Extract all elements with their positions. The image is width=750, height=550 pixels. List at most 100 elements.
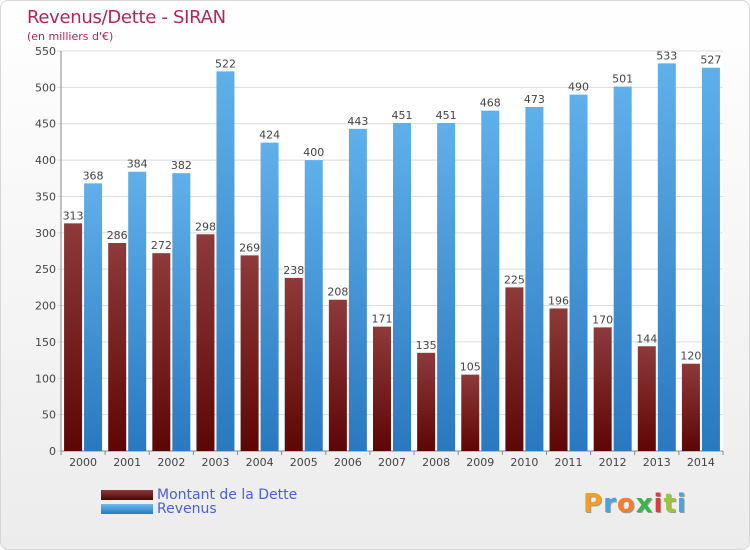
data-label: 384 — [127, 158, 148, 171]
y-tick-label: 550 — [35, 45, 56, 58]
x-tick-label: 2005 — [290, 456, 318, 469]
legend-label-revenus: Revenus — [157, 501, 217, 517]
x-tick-label: 2004 — [246, 456, 274, 469]
y-tick-label: 0 — [49, 445, 56, 458]
bar-dette — [373, 326, 391, 451]
legend-swatch-revenus — [101, 504, 153, 514]
bar-revenus — [481, 110, 500, 452]
data-label: 522 — [215, 57, 236, 70]
data-label: 527 — [700, 54, 721, 67]
data-label: 533 — [656, 49, 677, 62]
bar-dette — [240, 255, 259, 451]
bar-dette — [549, 308, 568, 451]
data-label: 501 — [612, 73, 633, 86]
data-label: 400 — [303, 146, 324, 159]
y-tick-label: 150 — [35, 336, 56, 349]
bar-revenus — [348, 128, 367, 451]
bar-revenus — [657, 63, 676, 451]
data-label: 269 — [239, 241, 260, 254]
x-tick-label: 2008 — [422, 456, 450, 469]
legend-label-dette: Montant de la Dette — [157, 487, 298, 503]
data-label: 286 — [107, 229, 128, 242]
logo-letter: x — [635, 489, 654, 519]
bar-dette — [328, 299, 347, 451]
data-label: 382 — [171, 159, 192, 172]
data-label: 443 — [347, 115, 368, 128]
data-label: 451 — [392, 109, 413, 122]
bar-revenus — [569, 94, 588, 452]
y-tick-label: 400 — [35, 154, 56, 167]
logo-letter: i — [676, 489, 687, 519]
y-tick-label: 100 — [35, 372, 56, 385]
logo-letter: i — [653, 489, 664, 519]
chart-subtitle: (en milliers d'€) — [27, 30, 114, 43]
x-tick-label: 2003 — [201, 456, 229, 469]
data-label: 208 — [327, 286, 348, 299]
data-label: 171 — [372, 313, 393, 326]
bar-revenus — [304, 160, 323, 451]
bars — [64, 63, 720, 452]
data-label: 196 — [548, 294, 569, 307]
legend: Montant de la Dette Revenus — [101, 487, 298, 517]
bar-dette — [196, 234, 215, 451]
data-label: 105 — [460, 361, 481, 374]
bar-dette — [152, 253, 171, 451]
x-tick-label: 2000 — [69, 456, 97, 469]
data-label: 238 — [283, 264, 304, 277]
y-tick-label: 200 — [35, 300, 56, 313]
bar-dette — [593, 327, 612, 451]
x-tick-label: 2007 — [378, 456, 406, 469]
bar-dette — [681, 363, 700, 451]
data-label: 298 — [195, 220, 216, 233]
chart-title: Revenus/Dette - SIRAN — [27, 7, 226, 28]
data-label: 473 — [524, 93, 545, 106]
x-tick-label: 2011 — [555, 456, 583, 469]
y-tick-label: 500 — [35, 81, 56, 94]
data-label: 451 — [436, 109, 457, 122]
logo-letter: r — [603, 489, 617, 519]
data-label: 424 — [259, 129, 280, 142]
legend-item-dette: Montant de la Dette — [101, 487, 298, 503]
bar-revenus — [393, 123, 411, 451]
bar-revenus — [128, 171, 147, 451]
data-label: 468 — [480, 97, 501, 110]
data-label: 272 — [151, 239, 172, 252]
logo-letter: o — [616, 489, 636, 519]
plot-area — [61, 51, 723, 451]
bar-dette — [461, 374, 480, 451]
x-tick-label: 2002 — [157, 456, 185, 469]
bar-dette — [284, 277, 303, 451]
bar-dette — [637, 346, 656, 451]
bar-revenus — [613, 86, 632, 452]
bar-dette — [417, 352, 436, 451]
proxiti-logo: Proxiti — [583, 489, 687, 519]
bar-revenus — [525, 107, 544, 451]
bar-dette — [505, 287, 524, 451]
legend-item-revenus: Revenus — [101, 501, 297, 517]
logo-letter: t — [663, 489, 677, 519]
bar-dette — [64, 223, 83, 451]
x-tick-label: 2010 — [510, 456, 538, 469]
data-label: 170 — [592, 313, 613, 326]
y-tick-label: 250 — [35, 263, 56, 276]
data-label: 313 — [63, 209, 84, 222]
y-tick-label: 350 — [35, 190, 56, 203]
data-label: 120 — [680, 350, 701, 363]
x-tick-label: 2013 — [643, 456, 671, 469]
y-tick-label: 450 — [35, 118, 56, 131]
bar-dette — [108, 243, 127, 451]
bar-revenus — [701, 67, 720, 452]
data-label: 490 — [568, 81, 589, 94]
data-label: 135 — [416, 339, 437, 352]
logo-letter: P — [583, 489, 604, 519]
x-tick-label: 2001 — [113, 456, 141, 469]
data-label: 225 — [504, 273, 525, 286]
x-tick-label: 2009 — [466, 456, 494, 469]
y-tick-label: 300 — [35, 227, 56, 240]
y-tick-label: 50 — [42, 409, 56, 422]
x-tick-label: 2012 — [599, 456, 627, 469]
bar-revenus — [216, 71, 235, 451]
bar-revenus — [84, 183, 103, 451]
